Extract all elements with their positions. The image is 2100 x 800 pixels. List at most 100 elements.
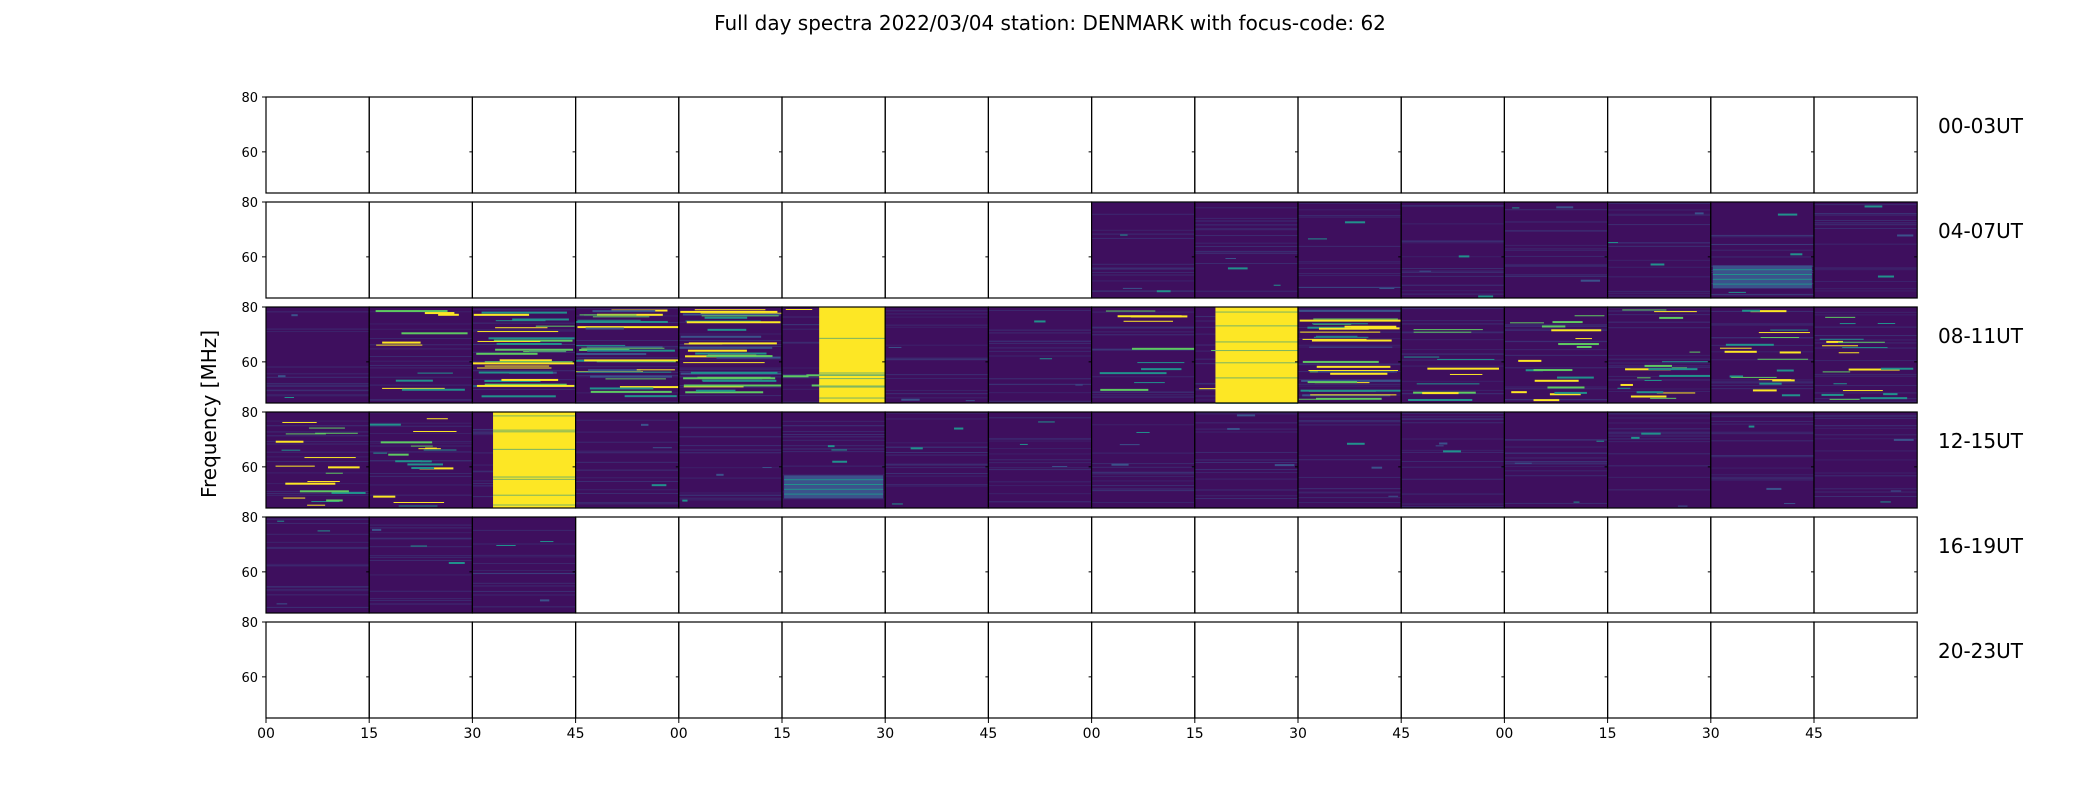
spectrum-panel-0-13 [1606,96,1712,194]
spectrum-panel-0-11 [1400,96,1505,194]
panel-frame [987,516,1093,614]
panel-frame [1503,96,1609,194]
panel-frame [987,621,1093,719]
spectrum-panel-4-8 [1090,516,1196,614]
spectrum-panel-0-5 [781,96,886,194]
row-label-04-07UT: 04-07UT [1938,219,2024,243]
panel-frame [1194,621,1299,719]
row-label-16-19UT: 16-19UT [1938,534,2024,558]
y-tick-label: 60 [241,671,258,686]
spectrum-panel-4-4 [678,516,783,614]
y-tick-label: 60 [241,566,258,581]
spectrum-panel-3-11 [1400,411,1505,509]
panel-frame [1503,516,1609,614]
panel-frame [574,96,680,194]
x-tick-label: 00 [257,726,275,742]
spectrum-panel-5-6 [884,621,990,719]
spectrum-panel-2-8 [1090,306,1196,404]
spectra-row-2: 60 80 08-11UT [241,301,2024,404]
panel-frame [987,96,1093,194]
spectrum-panel-0-12 [1503,96,1609,194]
spectrum-panel-4-11 [1400,516,1505,614]
spectrum-panel-4-3 [574,516,680,614]
spectrum-panel-4-10 [1297,516,1402,614]
spectrum-panel-0-6 [884,96,990,194]
spectrum-panel-1-1 [368,201,474,299]
panel-frame [678,96,783,194]
panel-frame [678,621,783,719]
y-tick-label: 80 [241,301,258,316]
panel-frame [678,201,783,299]
spectrum-panel-4-15 [1813,516,1918,614]
x-tick-label: 00 [1495,726,1513,742]
y-axis-label: Frequency [MHz] [197,330,221,498]
panel-frame [368,621,474,719]
spectrum-panel-4-12 [1503,516,1609,614]
spectra-row-1: 60 80 04-07UT [241,196,2024,299]
row-label-08-11UT: 08-11UT [1938,324,2024,348]
panel-frame [1813,306,1918,404]
panel-frame [781,96,886,194]
spectrum-panel-3-14 [1710,411,1815,509]
spectrum-panel-2-11 [1400,306,1505,404]
spectrum-panel-1-11 [1400,201,1505,299]
spectrum-panel-0-7 [987,96,1093,194]
spectrum-panel-2-12 [1503,306,1609,404]
spectrum-panel-2-3 [574,306,680,404]
spectrum-panel-0-15 [1813,96,1918,194]
spectrum-panel-3-15 [1813,411,1918,509]
spectrum-panel-1-5 [781,201,886,299]
spectrum-panel-5-12 [1503,621,1609,719]
y-tick-label: 80 [241,196,258,211]
x-tick-label: 30 [463,726,481,742]
spectrum-panel-1-13 [1606,201,1712,299]
spectrum-panel-3-7 [987,411,1093,509]
x-tick-label: 00 [670,726,688,742]
spectrum-panel-1-12 [1503,201,1609,299]
panel-frame [1710,516,1815,614]
panel-frame [678,516,783,614]
spectrum-panel-3-6 [884,411,990,509]
panel-frame [1813,411,1918,509]
spectrum-panel-1-3 [574,201,680,299]
panel-frame [1606,516,1712,614]
panel-frame [1606,621,1712,719]
spectra-row-3: 60 80 12-15UT [241,406,2024,509]
spectrum-panel-3-10 [1297,411,1402,509]
panel-frame [265,621,370,719]
spectrum-panel-2-5 [781,306,886,404]
panel-frame [1400,516,1505,614]
spectrum-panel-4-6 [884,516,990,614]
x-tick-label: 45 [567,726,585,742]
spectrum-panel-3-3 [574,411,680,509]
spectrum-panel-5-15 [1813,621,1918,719]
spectrum-panel-2-14 [1710,306,1815,404]
panel-frame [1090,516,1196,614]
spectrum-panel-5-1 [368,621,474,719]
row-label-12-15UT: 12-15UT [1938,429,2024,453]
spectrum-panel-5-4 [678,621,783,719]
spectrum-panel-3-1 [368,411,474,509]
panel-frame [1090,96,1196,194]
spectrum-panel-4-9 [1194,516,1299,614]
panel-frame [884,621,990,719]
panel-frame [1813,516,1918,614]
x-tick-label: 15 [1599,726,1617,742]
spectrum-panel-5-10 [1297,621,1402,719]
spectrum-panel-3-8 [1090,411,1196,509]
x-tick-label: 30 [1289,726,1307,742]
spectrum-panel-3-9 [1194,411,1299,509]
x-tick-label: 15 [360,726,378,742]
spectrum-panel-2-4 [678,306,783,404]
panel-frame [574,516,680,614]
panel-frame [1297,516,1402,614]
panel-frame [368,96,474,194]
panel-frame [1400,621,1505,719]
spectrum-panel-0-8 [1090,96,1196,194]
panel-frame [781,621,886,719]
y-tick-label: 60 [241,146,258,161]
spectrum-panel-2-7 [987,306,1093,404]
spectrum-panel-0-3 [574,96,680,194]
panel-frame [471,201,577,299]
